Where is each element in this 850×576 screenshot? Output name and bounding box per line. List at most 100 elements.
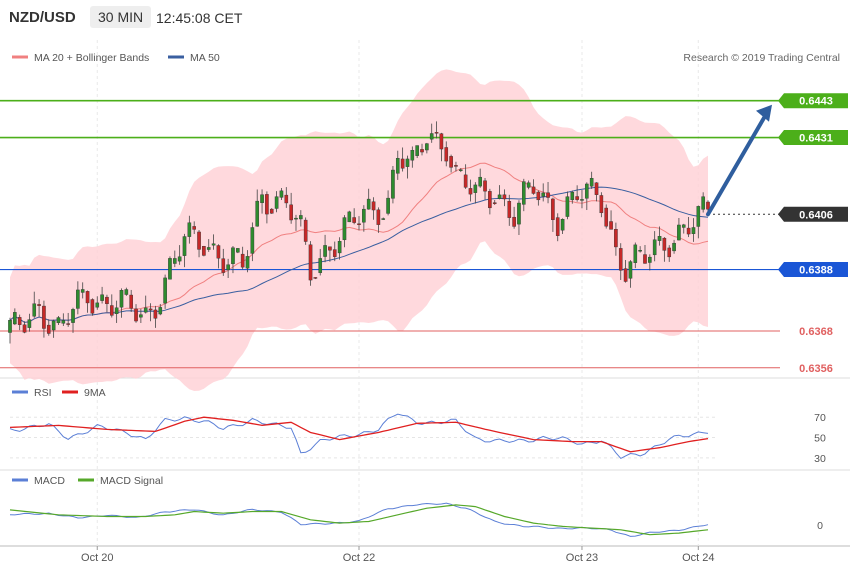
- bearish-candle: [109, 305, 114, 316]
- bullish-candle: [672, 242, 676, 252]
- bullish-candle: [696, 206, 701, 227]
- bearish-candle: [434, 132, 439, 134]
- bearish-candle: [148, 308, 153, 311]
- bearish-candle: [444, 147, 449, 162]
- bearish-candle: [618, 248, 623, 271]
- bearish-candle: [66, 323, 70, 325]
- price-levels: [0, 99, 780, 369]
- level-label-text: 0.6443: [799, 96, 833, 108]
- bullish-candle: [638, 250, 642, 252]
- level-label-box: [778, 206, 848, 222]
- rsi-tick-label: 50: [814, 433, 826, 445]
- bearish-candle: [197, 231, 201, 250]
- bullish-candle: [80, 289, 85, 293]
- current-time: 12:45:08 CET: [156, 10, 243, 26]
- bearish-candle: [594, 182, 599, 195]
- bullish-candle: [405, 158, 410, 167]
- bullish-candle: [226, 264, 230, 271]
- bullish-candle: [458, 169, 463, 171]
- bullish-candle: [473, 184, 478, 193]
- bearish-candle: [686, 227, 691, 235]
- bullish-candle: [628, 261, 633, 279]
- rsi-ma-legend-label: 9MA: [84, 387, 106, 399]
- bullish-candle: [61, 320, 66, 324]
- bullish-candle: [526, 182, 531, 188]
- bearish-candle: [308, 244, 313, 281]
- time-axis: Oct 20 Oct 22 Oct 23 Oct 24: [81, 546, 715, 564]
- bullish-candle: [76, 289, 80, 309]
- bearish-candle: [17, 317, 22, 325]
- timeframe-badge[interactable]: 30 MIN: [90, 6, 152, 28]
- bullish-candle: [32, 303, 37, 317]
- bearish-candle: [46, 324, 51, 334]
- bullish-candle: [119, 290, 124, 308]
- bearish-candle: [555, 217, 560, 236]
- time-tick-label: Oct 22: [343, 552, 375, 564]
- candlesticks: [8, 121, 710, 344]
- rsi-tick-label: 30: [814, 453, 826, 465]
- bearish-candle: [313, 277, 318, 279]
- bullish-candle: [391, 169, 395, 199]
- bullish-candle: [187, 222, 192, 237]
- bullish-candle: [381, 218, 386, 220]
- bullish-candle: [100, 294, 104, 301]
- bearish-candle: [599, 195, 604, 214]
- bullish-candle: [323, 245, 327, 257]
- bearish-candle: [202, 246, 206, 256]
- forecast-arrow: [706, 104, 772, 217]
- bearish-candle: [536, 191, 541, 201]
- ma50-legend-label: MA 50: [190, 52, 220, 64]
- bearish-candle: [502, 194, 507, 200]
- bullish-candle: [362, 208, 366, 223]
- bearish-candle: [468, 188, 473, 195]
- bullish-candle: [236, 248, 240, 253]
- bullish-candle: [177, 256, 182, 262]
- bullish-candle: [163, 277, 167, 304]
- bearish-candle: [265, 194, 269, 215]
- bullish-candle: [318, 258, 323, 273]
- bearish-candle: [357, 223, 361, 225]
- bullish-candle: [410, 150, 415, 161]
- copyright-text: Research © 2019 Trading Central: [683, 52, 840, 64]
- bullish-candle: [701, 196, 705, 210]
- bearish-candle: [483, 180, 487, 192]
- bearish-candle: [623, 268, 628, 282]
- bullish-candle: [580, 199, 584, 201]
- bearish-candle: [284, 194, 289, 204]
- bullish-candle: [691, 227, 696, 234]
- bullish-candle: [114, 307, 119, 314]
- bearish-candle: [614, 229, 618, 248]
- level-label-text: 0.6431: [799, 133, 833, 145]
- bullish-candle: [657, 236, 662, 241]
- bullish-candle: [158, 307, 163, 315]
- bearish-candle: [328, 246, 332, 251]
- bullish-candle: [478, 176, 482, 187]
- forecast-arrow-head: [756, 104, 772, 122]
- bullish-candle: [497, 194, 502, 199]
- rsi-ma-line: [9, 416, 709, 453]
- level-label-text: 0.6368: [799, 326, 833, 338]
- bullish-candle: [560, 218, 565, 231]
- macd-signal-line: [9, 504, 709, 536]
- bullish-candle: [71, 309, 75, 323]
- bearish-candle: [512, 216, 516, 227]
- bearish-candle: [546, 192, 550, 198]
- bearish-candle: [22, 324, 27, 333]
- macd-line: [9, 502, 709, 537]
- bearish-candle: [575, 196, 579, 200]
- rsi-panel: RSI 9MA 70 50 30: [9, 387, 826, 465]
- price-axis-labels: 0.6443 0.6431 0.6406 0.6388 0.6368 0.6356: [778, 93, 848, 375]
- bearish-candle: [507, 201, 512, 218]
- bullish-candle: [250, 227, 255, 254]
- rsi-tick-label: 70: [814, 412, 826, 424]
- bullish-candle: [589, 178, 594, 187]
- bearish-candle: [604, 207, 609, 227]
- bearish-candle: [551, 198, 555, 220]
- bullish-candle: [13, 312, 17, 325]
- level-label-box: [778, 93, 848, 109]
- rsi-legend-label: RSI: [34, 387, 52, 399]
- level-label-text: 0.6356: [799, 363, 833, 375]
- bullish-candle: [415, 145, 419, 156]
- bullish-candle: [633, 244, 638, 263]
